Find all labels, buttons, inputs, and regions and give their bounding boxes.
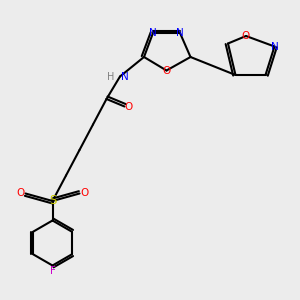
Text: N: N: [149, 28, 157, 38]
Text: O: O: [124, 101, 132, 112]
Text: O: O: [16, 188, 24, 199]
Text: O: O: [242, 31, 250, 41]
Text: S: S: [49, 194, 56, 208]
Text: H: H: [107, 71, 115, 82]
Text: N: N: [271, 41, 278, 52]
Text: F: F: [50, 266, 56, 277]
Text: N: N: [176, 28, 184, 38]
Text: O: O: [162, 65, 171, 76]
Text: N: N: [122, 71, 129, 82]
Text: O: O: [81, 188, 89, 199]
